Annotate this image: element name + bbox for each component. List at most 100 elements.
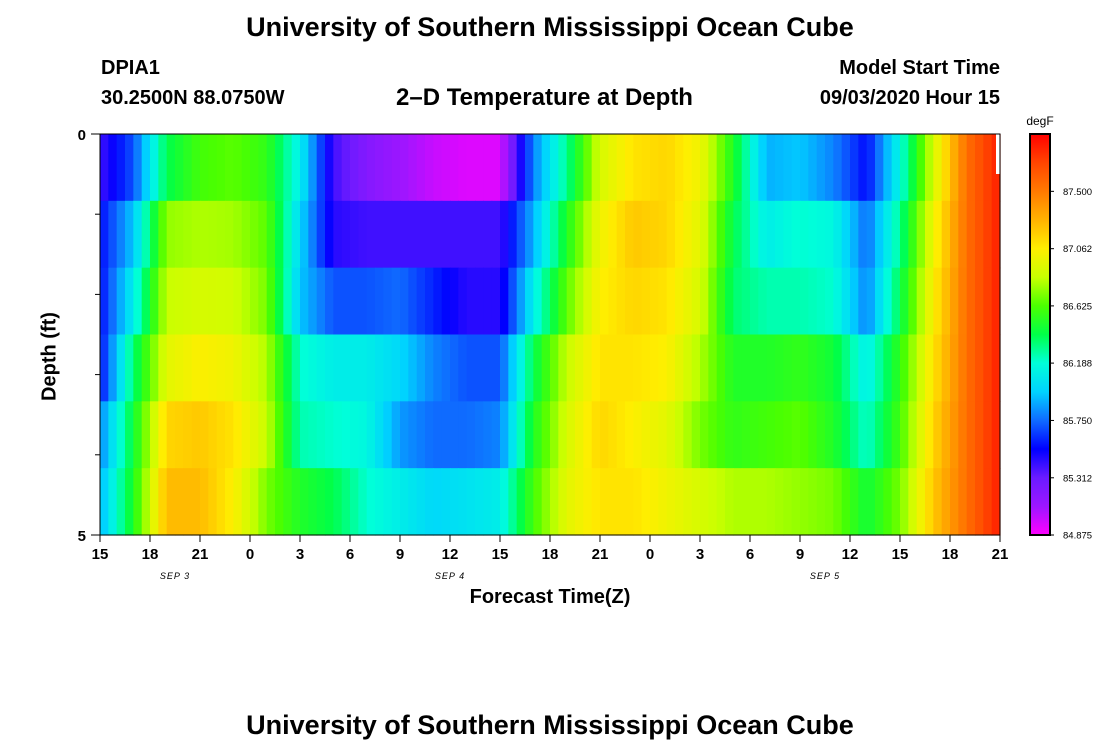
heatmap-cell [675, 267, 684, 336]
heatmap-cell [983, 468, 993, 536]
heatmap-cell [600, 334, 609, 402]
heatmap-cell [308, 468, 318, 536]
heatmap-cell [116, 200, 126, 269]
heatmap-cell [941, 200, 951, 269]
heatmap-cell [491, 200, 501, 269]
heatmap-cell [325, 401, 334, 469]
heatmap-cell [383, 200, 393, 269]
heatmap-cell [300, 267, 309, 336]
heatmap-cell [908, 267, 918, 336]
heatmap-cell [800, 134, 809, 202]
x-tick-label: 6 [346, 546, 354, 563]
heatmap-cell [500, 468, 509, 536]
heatmap-cell [525, 134, 534, 202]
heatmap-cell [358, 401, 368, 469]
heatmap-cell [483, 468, 493, 536]
heatmap-cell [483, 200, 493, 269]
heatmap-cell [258, 267, 268, 336]
heatmap-cells [100, 134, 1001, 536]
heatmap-cell [183, 267, 193, 336]
heatmap-cell [491, 267, 501, 336]
heatmap-cell [408, 401, 418, 469]
heatmap-cell [641, 200, 651, 269]
x-tick-label: 6 [746, 546, 754, 563]
heatmap-cell [750, 334, 759, 402]
heatmap-cell [508, 200, 518, 269]
heatmap-cell [850, 267, 859, 336]
heatmap-cell [391, 200, 401, 269]
heatmap-cell [683, 334, 693, 402]
heatmap-cell [250, 401, 259, 469]
heatmap-cell [983, 334, 993, 402]
heatmap-cell [200, 267, 209, 336]
heatmap-cell [408, 468, 418, 536]
x-tick-label: 15 [92, 546, 109, 563]
heatmap-cell [916, 468, 926, 536]
heatmap-cell [808, 334, 818, 402]
heatmap-cell [250, 334, 259, 402]
heatmap-cell [333, 334, 343, 402]
heatmap-cell [391, 134, 401, 202]
heatmap-cell [275, 200, 284, 269]
heatmap-cell [683, 200, 693, 269]
heatmap-cell [850, 200, 859, 269]
heatmap-cell [400, 468, 409, 536]
heatmap-cell [591, 200, 601, 269]
heatmap-cell [283, 401, 293, 469]
heatmap-cell [291, 200, 301, 269]
heatmap-cell [550, 267, 559, 336]
page-title-bottom: University of Southern Mississippi Ocean… [246, 710, 854, 740]
heatmap-cell [608, 334, 618, 402]
heatmap-cell [266, 134, 276, 202]
heatmap-cell [366, 468, 376, 536]
heatmap-cell [483, 334, 493, 402]
heatmap-cell [641, 334, 651, 402]
heatmap-cell [866, 468, 876, 536]
heatmap-cell [225, 334, 234, 402]
heatmap-cell [575, 200, 584, 269]
heatmap-cell [800, 334, 809, 402]
heatmap-cell [966, 267, 976, 336]
heatmap-cell [308, 200, 318, 269]
heatmap-cell [300, 468, 309, 536]
heatmap-cell [141, 468, 151, 536]
heatmap-cell [633, 267, 643, 336]
heatmap-cell [533, 334, 543, 402]
heatmap-cell [400, 267, 409, 336]
heatmap-cell [275, 334, 284, 402]
heatmap-cell [700, 267, 709, 336]
heatmap-cell [516, 134, 526, 202]
heatmap-cell [366, 267, 376, 336]
heatmap-cell [875, 401, 884, 469]
heatmap-cell [275, 468, 284, 536]
heatmap-cell [216, 267, 226, 336]
heatmap-cell [325, 200, 334, 269]
heatmap-cell [875, 134, 884, 202]
heatmap-cell [800, 200, 809, 269]
heatmap-cell [425, 134, 434, 202]
heatmap-cell [358, 134, 368, 202]
heatmap-cell [950, 134, 959, 202]
heatmap-cell [525, 267, 534, 336]
heatmap-cell [183, 468, 193, 536]
colorbar-tick-label: 85.750 [1063, 416, 1092, 427]
heatmap-cell [416, 401, 426, 469]
heatmap-cell [291, 134, 301, 202]
heatmap-cell [950, 200, 959, 269]
heatmap-cell [708, 468, 718, 536]
heatmap-cell [791, 134, 801, 202]
heatmap-cell [858, 200, 868, 269]
heatmap-cell [366, 334, 376, 402]
heatmap-cell [908, 468, 918, 536]
heatmap-cell [125, 334, 134, 402]
heatmap-cell [475, 401, 484, 469]
heatmap-cell [833, 468, 843, 536]
heatmap-cell [450, 267, 459, 336]
heatmap-cell [158, 401, 168, 469]
heatmap-cell [700, 134, 709, 202]
heatmap-cell [616, 200, 626, 269]
heatmap-cell [866, 334, 876, 402]
heatmap-cell [108, 267, 118, 336]
x-tick-label: 12 [842, 546, 859, 563]
heatmap-cell [758, 334, 768, 402]
